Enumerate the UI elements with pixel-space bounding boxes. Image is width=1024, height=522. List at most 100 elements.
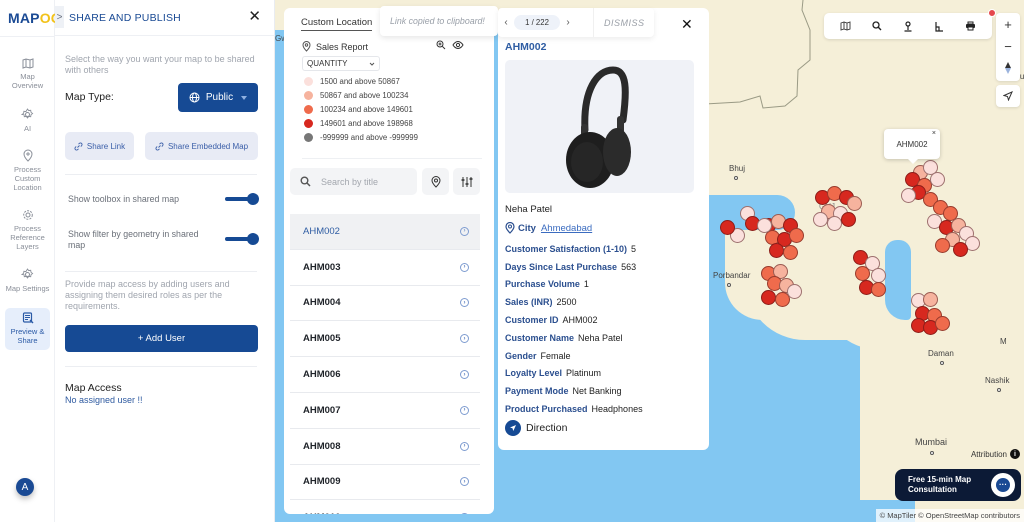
direction-label: Direction [526, 422, 568, 434]
list-item[interactable]: AHM003 › [290, 250, 480, 286]
data-point[interactable] [769, 243, 784, 258]
preview-share-icon [22, 312, 33, 324]
zoom-out-button[interactable]: − [1004, 38, 1012, 54]
data-point[interactable] [720, 220, 735, 235]
attribution-toggle[interactable]: Attribution i [971, 449, 1020, 459]
list-item[interactable]: AHM008 › [290, 429, 480, 465]
map-access-empty-text: No assigned user !! [65, 395, 143, 405]
filter-settings-button[interactable] [453, 168, 480, 195]
close-icon[interactable]: ✕ [681, 16, 693, 32]
map-access-title: Map Access [65, 382, 122, 394]
attribute-select[interactable]: QUANTITY [302, 56, 380, 71]
map-type-dropdown[interactable]: Public [178, 83, 258, 112]
data-point[interactable] [930, 172, 945, 187]
data-point[interactable] [855, 266, 870, 281]
data-point[interactable] [847, 196, 862, 211]
mapog-logo[interactable]: MAPOG [8, 10, 62, 26]
attribute-row: Days Since Last Purchase 563 [505, 261, 637, 272]
toggle-toolbox-switch[interactable] [225, 193, 259, 205]
custom-location-panel: Custom Location Sales Report QUANTITY 15… [284, 8, 494, 514]
map-attribution[interactable]: © MapTiler © OpenStreetMap contributors [875, 509, 1024, 522]
pager-prev-button[interactable]: ‹ [504, 17, 508, 28]
data-point[interactable] [871, 268, 886, 283]
list-item[interactable]: AHM009 › [290, 465, 480, 501]
chevron-right-icon: › [460, 334, 469, 344]
legend-item: 1500 and above 50867 [304, 74, 418, 88]
measure-icon[interactable] [934, 21, 944, 32]
toggle-filter-geometry-switch[interactable] [225, 233, 259, 245]
country-border-line [705, 0, 811, 109]
close-icon[interactable]: ✕ [248, 8, 261, 25]
attribute-row: Purchase Volume 1 [505, 279, 589, 290]
rail-item-process-custom-location[interactable]: Process Custom Location [5, 145, 50, 192]
legend-swatch [304, 76, 313, 86]
data-point[interactable] [789, 228, 804, 243]
user-avatar[interactable]: A [16, 478, 34, 496]
print-icon[interactable] [965, 21, 976, 31]
data-point[interactable] [775, 292, 790, 307]
navigation-arrow-icon [1003, 91, 1013, 101]
dismiss-button[interactable]: DISMISS [593, 8, 645, 37]
zoom-controls: + − [996, 13, 1020, 81]
rail-item-process-reference-layers[interactable]: Process Reference Layers [5, 205, 50, 251]
visibility-eye-icon[interactable] [452, 40, 464, 50]
compass-button[interactable] [996, 57, 1020, 79]
access-description: Provide map access by adding users and a… [65, 279, 230, 311]
rail-item-preview-share[interactable]: Preview & Share [5, 308, 50, 350]
legend-item: 100234 and above 149601 [304, 102, 418, 116]
attribute-row: Gender Female [505, 350, 571, 361]
list-item[interactable]: AHM007 › [290, 393, 480, 429]
rail-item-ai[interactable]: AI [5, 104, 50, 133]
search-input[interactable]: Search by title [290, 168, 417, 195]
share-embedded-map-button[interactable]: Share Embedded Map [145, 132, 258, 160]
collapse-panel-button[interactable]: > [55, 6, 64, 28]
data-point[interactable] [935, 316, 950, 331]
chat-button[interactable]: ··· [991, 473, 1015, 497]
search-icon[interactable] [872, 21, 882, 31]
map-label-nashik: Nashik [985, 376, 1009, 394]
data-point[interactable] [787, 284, 802, 299]
zoom-to-layer-icon[interactable] [436, 40, 446, 50]
pager-next-button[interactable]: › [566, 17, 570, 28]
geometry-filter-button[interactable] [422, 168, 449, 195]
list-item[interactable]: AHM006 › [290, 357, 480, 393]
data-point[interactable] [935, 238, 950, 253]
toggle-filter-geometry-label: Show filter by geometry in shared map [68, 229, 199, 250]
data-point[interactable] [757, 218, 772, 233]
pin-icon[interactable] [903, 20, 913, 32]
share-link-button[interactable]: Share Link [65, 132, 134, 160]
list-item[interactable]: AHM010› [290, 500, 480, 514]
locate-me-button[interactable] [996, 85, 1020, 107]
data-point[interactable] [730, 228, 745, 243]
legend-item: 50867 and above 100234 [304, 88, 418, 102]
consultation-cta[interactable]: Free 15-min Map Consultation ··· [895, 469, 1021, 501]
legend-swatch [304, 133, 313, 143]
compass-icon [1005, 62, 1011, 74]
list-item[interactable]: AHM002 › [290, 214, 480, 250]
data-point[interactable] [871, 282, 886, 297]
data-point[interactable] [761, 290, 776, 305]
direction-button[interactable]: Direction [505, 420, 567, 436]
legend-item: -999999 and above -999999 [304, 131, 418, 145]
tab-custom-location[interactable]: Custom Location [301, 17, 373, 31]
data-point[interactable] [923, 292, 938, 307]
map-layers-icon[interactable] [840, 21, 851, 31]
data-point[interactable] [953, 242, 968, 257]
legend-swatch [304, 90, 313, 100]
rail-item-map-overview[interactable]: Map Overview [5, 54, 50, 90]
location-pin-icon [22, 149, 33, 162]
data-point[interactable] [841, 212, 856, 227]
data-point[interactable] [813, 212, 828, 227]
add-user-button[interactable]: + Add User [65, 325, 258, 352]
list-item[interactable]: AHM005 › [290, 321, 480, 358]
close-icon[interactable]: × [931, 130, 936, 137]
rail-item-map-settings[interactable]: Map Settings [5, 264, 50, 293]
city-link[interactable]: Ahmedabad [540, 222, 593, 234]
chevron-right-icon: › [460, 513, 469, 514]
legend-item: 149601 and above 198968 [304, 117, 418, 131]
list-item[interactable]: AHM004 › [290, 286, 480, 322]
zoom-in-button[interactable]: + [1004, 16, 1012, 32]
data-point[interactable] [783, 245, 798, 260]
data-point[interactable] [827, 216, 842, 231]
data-point[interactable] [901, 188, 916, 203]
